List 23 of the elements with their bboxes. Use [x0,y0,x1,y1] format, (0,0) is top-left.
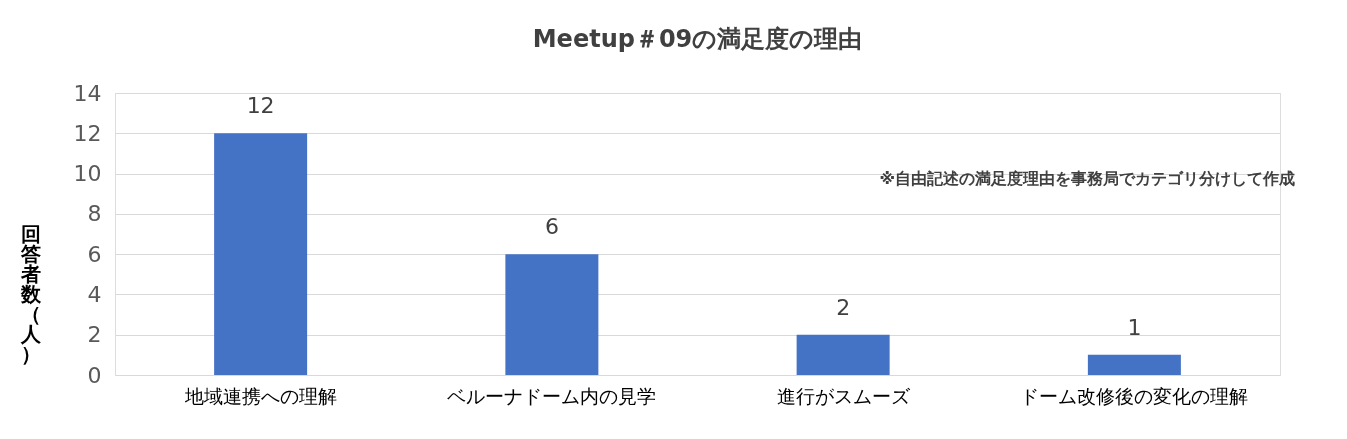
y-tick-label: 14 [73,80,102,106]
y-axis-title: 回答者数（人） [19,221,42,366]
y-tick-label: 10 [73,161,102,187]
data-label: 2 [836,294,851,320]
bar [796,334,890,375]
y-tick-label: 4 [87,281,102,307]
x-tick-label: ベルーナドーム内の見学 [447,384,657,407]
y-tick-label: 12 [73,120,102,146]
bar [505,254,599,375]
x-tick-label: ドーム改修後の変化の理解 [1020,384,1249,407]
y-tick-label: 0 [87,362,102,388]
y-tick-label: 8 [87,201,102,227]
data-label: 1 [1127,314,1142,340]
y-tick-label: 2 [87,322,102,348]
bar [214,133,308,375]
annotation: ※自由記述の満足度理由を事務局でカテゴリ分けして作成 [879,169,1295,188]
data-label: 6 [544,214,559,240]
x-tick-label: 地域連携への理解 [183,384,337,407]
x-tick-label: 進行がスムーズ [776,384,911,407]
data-label: 12 [246,93,275,119]
chart-title: Meetup＃09の満足度の理由 [532,25,863,53]
bar [1087,354,1181,375]
y-tick-label: 6 [87,241,102,267]
